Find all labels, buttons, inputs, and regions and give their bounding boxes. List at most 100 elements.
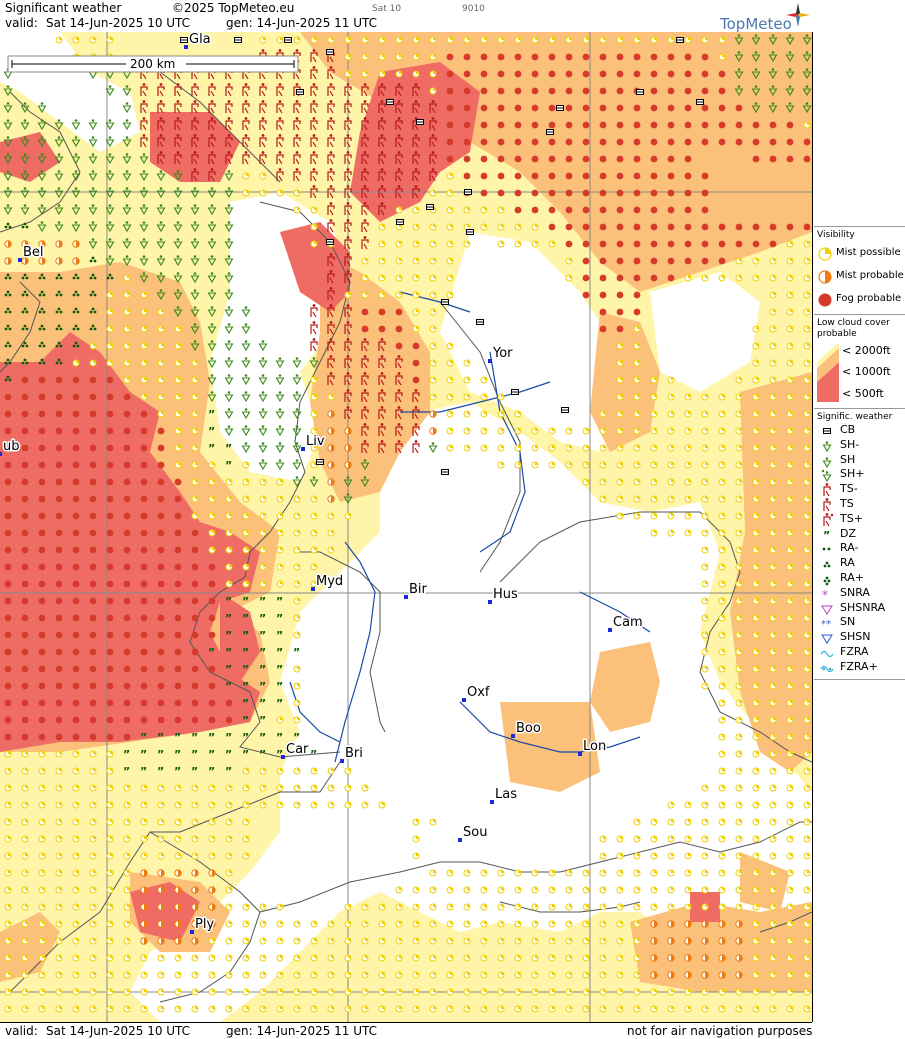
footer-gen-time: gen: 14-Jun-2025 11 UTC [226, 1024, 378, 1038]
shower-heavy-icon [821, 470, 832, 483]
city-ub[interactable]: ub [0, 438, 21, 456]
weather-symbols: ” ” ” ” ” ” ” ” ” ” ” ” ” ” ” ” ” ” ” ” ” ” ” ” ” ” ” ” ” ” ” ” ” ” ” ” ” ” ” ”… [3, 34, 812, 1013]
legend-visibility-title: Visibility [817, 230, 855, 240]
svg-text:”: ” [157, 748, 164, 761]
legend-label: DZ [840, 526, 857, 540]
legend-low-cloud-title: Low cloud cover probable [817, 318, 890, 339]
city-label: ub [3, 439, 20, 454]
svg-text:”: ” [225, 646, 232, 659]
legend-label: SH- [840, 437, 860, 451]
svg-text:”: ” [225, 680, 232, 693]
svg-text:”: ” [208, 442, 215, 455]
shower-icon [822, 456, 832, 468]
city-marker-icon [0, 452, 2, 456]
legend-label: < 500ft [842, 387, 884, 400]
svg-text:”: ” [225, 459, 232, 472]
legend-signific-title: Signific. weather [817, 412, 893, 422]
svg-text:”: ” [225, 663, 232, 676]
svg-text:”: ” [174, 765, 181, 778]
city-car[interactable]: Car [281, 741, 311, 759]
city-bel[interactable]: Bel [18, 244, 45, 262]
topmeteo-logo[interactable]: TopMeteo [720, 15, 792, 33]
svg-text:”: ” [225, 765, 232, 778]
legend-wx-row: TS- [814, 482, 905, 497]
city-marker-icon [488, 359, 492, 363]
code-label: 9010 [462, 4, 485, 14]
svg-text:”: ” [276, 748, 283, 761]
legend-label: Mist probable [836, 270, 904, 281]
legend-wx-row: CB [814, 423, 905, 438]
city-marker-icon [301, 447, 305, 451]
sleet-icon: * [822, 588, 828, 602]
city-marker-icon [281, 755, 285, 759]
legend-label: SH [840, 452, 856, 466]
city-lon[interactable]: Lon [578, 738, 608, 756]
city-marker-icon [458, 838, 462, 842]
legend-label: SNRA [840, 585, 870, 599]
legend-label: Fog probable [836, 293, 902, 304]
legend-visibility: Visibility Mist possible Mist probable F… [814, 226, 905, 312]
svg-text:”: ” [242, 629, 249, 642]
city-boo[interactable]: Boo [511, 720, 542, 738]
city-bir[interactable]: Bir [404, 581, 429, 599]
city-yor[interactable]: Yor [488, 345, 515, 363]
svg-text:”: ” [293, 731, 300, 744]
city-myd[interactable]: Myd [311, 573, 345, 591]
legend-label: RA [840, 556, 855, 570]
city-label: Gla [189, 32, 211, 47]
svg-text:”: ” [259, 629, 266, 642]
city-liv[interactable]: Liv [301, 433, 326, 451]
freezing-rain-icon [820, 650, 834, 658]
svg-text:”: ” [208, 646, 215, 659]
legend-wx-row: FZRA [814, 645, 905, 660]
svg-text:”: ” [225, 748, 232, 761]
weather-map[interactable]: ” ” ” ” ” ” ” ” ” ” ” ” ” ” ” ” ” ” ” ” ” ” ” ” ” ” ” ” ” ” ” ” ” ” ” ” ” ” ” ”… [0, 32, 813, 1022]
city-marker-icon [490, 800, 494, 804]
legend-wx-row: SH+ [814, 467, 905, 483]
legend-label: TS [840, 496, 854, 510]
copyright: ©2025 TopMeteo.eu [172, 1, 295, 15]
city-bri[interactable]: Bri [340, 745, 364, 763]
svg-text:”: ” [174, 748, 181, 761]
rain-heavy-icon [823, 576, 831, 586]
freezing-rain-heavy-icon [820, 665, 834, 672]
svg-text:”: ” [157, 765, 164, 778]
legend-label: SH+ [840, 467, 865, 481]
thunderstorm-heavy-icon [823, 512, 834, 527]
city-las[interactable]: Las [490, 786, 519, 804]
svg-text:”: ” [276, 680, 283, 693]
city-marker-icon [404, 595, 408, 599]
city-sou[interactable]: Sou [458, 824, 489, 842]
city-label: Ply [195, 917, 214, 932]
svg-text:”: ” [276, 646, 283, 659]
svg-text:”: ” [191, 731, 198, 744]
city-gla[interactable]: Gla [184, 32, 212, 49]
city-label: Myd [316, 574, 343, 589]
svg-text:”: ” [140, 748, 147, 761]
svg-text:”: ” [225, 731, 232, 744]
legend-label: FZRA [840, 644, 869, 658]
city-cam[interactable]: Cam [608, 614, 644, 632]
svg-text:”: ” [276, 663, 283, 676]
city-ply[interactable]: Ply [190, 916, 216, 934]
svg-text:”: ” [276, 629, 283, 642]
cb-icon [823, 428, 831, 434]
low-cloud-swatch: < 2000ft < 1000ft < 500ft [817, 342, 891, 402]
legend-wx-row: * SNRA [814, 585, 905, 602]
city-oxf[interactable]: Oxf [462, 684, 491, 702]
svg-text:”: ” [259, 748, 266, 761]
legend-wx-row: ** SN [814, 615, 905, 630]
svg-text:”: ” [276, 595, 283, 608]
svg-text:”: ” [242, 612, 249, 625]
city-hus[interactable]: Hus [488, 586, 520, 604]
city-marker-icon [488, 600, 492, 604]
legend-wx-row: SH- [814, 438, 905, 453]
map-title: Significant weather [5, 1, 122, 15]
legend-wx-row: ” DZ [814, 527, 905, 542]
legend-wx-row: FZRA+ [814, 660, 905, 675]
legend-label: < 2000ft [842, 344, 891, 357]
city-label: Las [495, 787, 517, 802]
valid-time: Sat 14-Jun-2025 10 UTC [46, 16, 191, 30]
legend-label: FZRA+ [840, 659, 878, 673]
svg-text:”: ” [259, 612, 266, 625]
